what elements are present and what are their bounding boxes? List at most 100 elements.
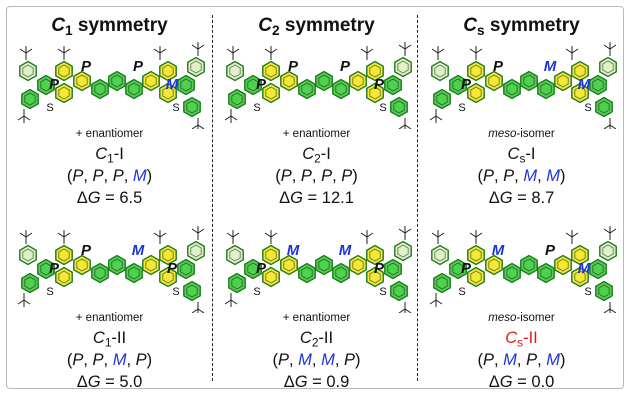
benzene-ring bbox=[183, 96, 201, 118]
separator: , bbox=[493, 167, 504, 185]
helicity-value: P bbox=[300, 167, 312, 185]
benzene-ring bbox=[595, 96, 613, 118]
paren: ( bbox=[477, 351, 483, 369]
tert-butyl-group bbox=[431, 230, 445, 244]
benzene-ring bbox=[142, 254, 160, 276]
benzene-ring bbox=[142, 70, 160, 92]
helicity-value: P bbox=[277, 351, 289, 369]
sulfur-atom: S bbox=[379, 102, 386, 114]
tert-butyl-group bbox=[191, 226, 205, 240]
symmetry-column: C2 symmetry S S P P P P + enantiomer C2-I (P, P, … bbox=[214, 7, 419, 391]
helicity-configuration: (P, M, M, P) bbox=[214, 351, 419, 370]
helicity-value: M bbox=[523, 167, 538, 185]
separator: , bbox=[123, 167, 133, 185]
benzene-ring bbox=[571, 266, 589, 288]
benzene-ring bbox=[55, 60, 73, 82]
helicity-value: P bbox=[482, 167, 494, 185]
benzene-ring bbox=[55, 244, 73, 266]
helicity-label: M bbox=[287, 242, 300, 259]
benzene-ring bbox=[485, 70, 503, 92]
benzene-ring bbox=[433, 272, 451, 294]
helicene-structure: S SPP MP bbox=[17, 226, 205, 313]
label-subscript: s bbox=[519, 151, 526, 166]
label-letter: C bbox=[95, 145, 108, 163]
tert-butyl-group bbox=[565, 46, 579, 60]
sulfur-atom: S bbox=[458, 286, 465, 298]
tert-butyl-group bbox=[603, 118, 617, 129]
helicity-configuration: (P, P, M, P) bbox=[7, 351, 212, 370]
isomer-note: + enantiomer bbox=[214, 312, 419, 324]
helicity-value: P bbox=[92, 167, 104, 185]
benzene-ring bbox=[467, 266, 485, 288]
sulfur-atom: S bbox=[46, 286, 53, 298]
label-letter: C bbox=[302, 145, 315, 163]
benzene-ring bbox=[91, 78, 109, 100]
label-letter: C bbox=[505, 329, 518, 347]
benzene-ring bbox=[554, 70, 572, 92]
tert-butyl-group bbox=[264, 230, 278, 244]
note-text: + enantiomer bbox=[282, 312, 351, 324]
label-subscript: 2 bbox=[314, 151, 321, 166]
tert-butyl-group bbox=[57, 46, 71, 60]
benzene-ring bbox=[366, 82, 384, 104]
helicity-value: P bbox=[280, 167, 292, 185]
helicity-label: M bbox=[544, 58, 557, 75]
tert-butyl-group bbox=[226, 230, 240, 244]
helicity-label: M bbox=[166, 76, 179, 93]
sulfur-atom: S bbox=[379, 286, 386, 298]
heading-subscript: 2 bbox=[272, 22, 280, 38]
sulfur-atom: S bbox=[584, 102, 591, 114]
tert-butyl-group bbox=[19, 46, 33, 60]
benzene-ring bbox=[503, 262, 521, 284]
tert-butyl-group bbox=[469, 230, 483, 244]
paren: ( bbox=[66, 351, 73, 369]
note-text: + enantiomer bbox=[282, 128, 351, 140]
benzene-ring bbox=[19, 244, 37, 266]
tert-butyl-group bbox=[153, 46, 167, 60]
delta-g-symbol: ΔG bbox=[76, 189, 101, 207]
separator: , bbox=[83, 351, 93, 369]
paren: ( bbox=[66, 167, 73, 185]
benzene-ring bbox=[244, 258, 262, 280]
delta-g-number: 5.0 bbox=[119, 373, 143, 391]
paren: ( bbox=[275, 167, 281, 185]
tert-butyl-group bbox=[469, 46, 483, 60]
benzene-ring bbox=[315, 254, 333, 276]
benzene-ring bbox=[433, 88, 451, 110]
benzene-ring bbox=[366, 244, 384, 266]
helicity-configuration: (P, P, P, M) bbox=[7, 167, 212, 186]
tert-butyl-group bbox=[429, 109, 443, 123]
benzene-ring bbox=[537, 262, 555, 284]
benzene-ring bbox=[280, 254, 298, 276]
paren: ) bbox=[355, 351, 361, 369]
separator: , bbox=[311, 167, 322, 185]
tert-butyl-group bbox=[398, 118, 412, 129]
benzene-ring bbox=[394, 240, 412, 262]
separator: , bbox=[103, 351, 113, 369]
separator: , bbox=[126, 351, 136, 369]
separator: , bbox=[493, 351, 504, 369]
delta-g-value: ΔG = 0.9 bbox=[283, 373, 350, 391]
column-heading: C1 symmetry bbox=[7, 15, 212, 37]
benzene-ring bbox=[571, 244, 589, 266]
benzene-ring bbox=[394, 56, 412, 78]
benzene-ring bbox=[262, 244, 280, 266]
benzene-ring bbox=[449, 74, 467, 96]
label-letter: C bbox=[507, 145, 520, 163]
benzene-ring bbox=[485, 254, 503, 276]
sulfur-atom: S bbox=[172, 102, 179, 114]
helicene-structure: S SPM PM bbox=[429, 226, 617, 313]
note-text: -isomer bbox=[516, 128, 555, 140]
isomer-label: C1-I bbox=[7, 145, 212, 164]
helicity-value: P bbox=[321, 167, 333, 185]
delta-g-symbol: ΔG bbox=[76, 373, 101, 391]
helicity-label: P bbox=[461, 76, 472, 93]
delta-g-number: 8.7 bbox=[531, 189, 555, 207]
tert-butyl-group bbox=[191, 302, 205, 313]
separator: , bbox=[537, 167, 547, 185]
isomer-label: C1-II bbox=[7, 329, 212, 348]
helicity-value: M bbox=[321, 351, 335, 369]
benzene-ring bbox=[467, 244, 485, 266]
helicity-value: P bbox=[92, 351, 104, 369]
benzene-ring bbox=[298, 262, 316, 284]
